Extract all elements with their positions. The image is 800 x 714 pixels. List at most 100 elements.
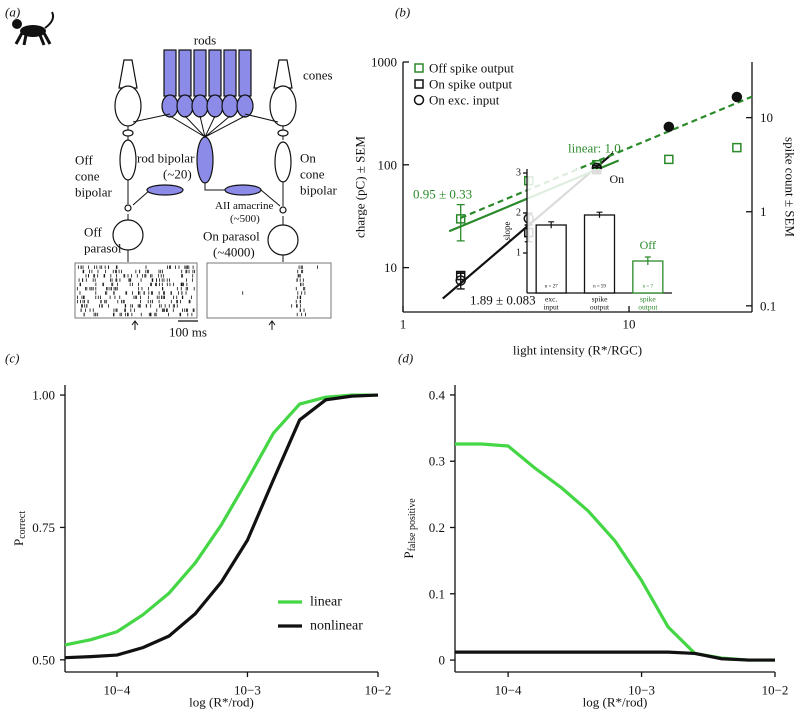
- aii-amacrine: [224, 184, 262, 196]
- synapse: [124, 204, 132, 212]
- raster: [76, 265, 318, 317]
- y2-axis-label: spike count ± SEM: [783, 137, 798, 237]
- label-on-parasol: (~4000): [213, 245, 255, 260]
- y-tick-label: 0.50: [32, 652, 55, 667]
- cone-outer: [273, 59, 293, 89]
- legend-marker: [414, 63, 424, 73]
- label-on-parasol: On parasol: [203, 229, 260, 244]
- x-tick-label: 10−2: [365, 683, 392, 698]
- legend-label: nonlinear: [310, 619, 363, 634]
- error-bar: [644, 256, 651, 265]
- monkey-head: [12, 19, 22, 29]
- bar: [535, 224, 567, 294]
- y-axis-label: Pfalse positive: [401, 498, 418, 559]
- y-tick-label: 1.00: [32, 388, 55, 403]
- y-axis-label-sub: correct: [17, 511, 28, 539]
- legend-marker: [413, 94, 425, 106]
- cone-pedicle: [277, 129, 289, 137]
- y-tick-label: 0.3: [429, 454, 445, 469]
- point: [455, 275, 466, 286]
- legend-label: On exc. input: [429, 93, 500, 108]
- annotation: 0.95 ± 0.33: [413, 187, 472, 202]
- line: [64, 393, 379, 660]
- label-rods: rods: [194, 33, 216, 48]
- panel-label: (c): [5, 351, 19, 366]
- rod-outer: [238, 49, 252, 97]
- off-cone-bipolar: [119, 139, 137, 181]
- axon: [127, 250, 284, 262]
- cone-pedicle: [122, 129, 134, 137]
- y-tick-label: 0.1: [760, 298, 776, 313]
- label-aii-amacrine: (~500): [230, 213, 260, 225]
- y-axis-label: slope: [502, 221, 512, 240]
- rod-body: [191, 94, 209, 118]
- y-axis-label: charge (pC) ± SEM: [353, 136, 368, 238]
- x-tick-label: input: [543, 303, 559, 312]
- connections: [127, 113, 284, 140]
- label-on-cone-bipolar: cone: [300, 167, 325, 182]
- x-tick-label: 10: [623, 317, 636, 332]
- x-tick-label: 10−4: [104, 683, 131, 698]
- y-tick-label: 3: [516, 168, 521, 179]
- y-axis-label: Pcorrect: [11, 511, 28, 546]
- x-tick-label: spike: [592, 295, 609, 304]
- aii-amacrine: [146, 184, 184, 196]
- stimulus-arrow: [131, 320, 276, 330]
- point: [732, 142, 742, 153]
- rod-bipolar: [196, 136, 214, 184]
- bar: [632, 260, 664, 294]
- group-label: Off: [640, 238, 656, 252]
- label-rod-bipolar: rod bipolar: [137, 151, 195, 166]
- error-bar: [548, 221, 555, 229]
- y-tick-label: 1: [760, 204, 767, 219]
- x-axis-label: log (R*/rod): [189, 695, 254, 710]
- label-off-parasol: parasol: [84, 241, 122, 256]
- annotation: linear: 1.0: [568, 141, 621, 156]
- x-tick-label: exc.: [545, 295, 557, 304]
- cone-body: [269, 85, 297, 127]
- rod-body: [176, 94, 194, 118]
- on-cone-bipolar: [274, 141, 292, 183]
- rod-outer: [193, 49, 207, 97]
- y-tick-label: 0.4: [429, 387, 446, 402]
- rod-body: [206, 94, 224, 118]
- y-tick-label: 2: [516, 208, 521, 219]
- n-label: n = 7: [643, 285, 654, 290]
- label-off-cone-bipolar: Off: [75, 153, 93, 168]
- cone-outer: [118, 59, 138, 89]
- rod-body: [221, 94, 239, 118]
- x-tick-label: 1: [400, 317, 407, 332]
- rod-outer: [208, 49, 222, 97]
- y-tick-label: 0.2: [429, 520, 445, 535]
- rods: [161, 49, 254, 118]
- y-tick-label: 10: [760, 110, 773, 125]
- label-on-cone-bipolar: bipolar: [300, 183, 337, 198]
- n-label: n = 27: [545, 285, 558, 290]
- label-on-cone-bipolar: On: [300, 151, 316, 166]
- y-axis-label-main: P: [11, 539, 26, 546]
- y-tick-label: 0.75: [32, 520, 55, 535]
- y-tick-label: 0.1: [429, 586, 445, 601]
- line: [455, 650, 775, 662]
- legend-label: Off spike output: [429, 61, 514, 76]
- legend-label: On spike output: [429, 77, 512, 92]
- error-bar: [596, 211, 603, 218]
- fit-line: [460, 95, 753, 219]
- rod-outer: [223, 49, 237, 97]
- y-axis-label-sub: false positive: [407, 498, 418, 552]
- y-tick-label: 1000: [371, 55, 397, 70]
- y-tick-label: 1: [516, 248, 521, 259]
- y-tick-label: 100: [378, 157, 398, 172]
- scale-bar-label: 100 ms: [169, 325, 207, 340]
- x-tick-label: 10−4: [495, 683, 522, 698]
- monkey-tail: [44, 11, 55, 29]
- annotation: 1.89 ± 0.083: [470, 293, 536, 308]
- rod-body: [161, 94, 179, 118]
- point: [731, 91, 743, 103]
- label-off-cone-bipolar: cone: [75, 169, 100, 184]
- point: [455, 214, 466, 224]
- rod-outer: [163, 49, 177, 97]
- raster-box: [206, 262, 332, 319]
